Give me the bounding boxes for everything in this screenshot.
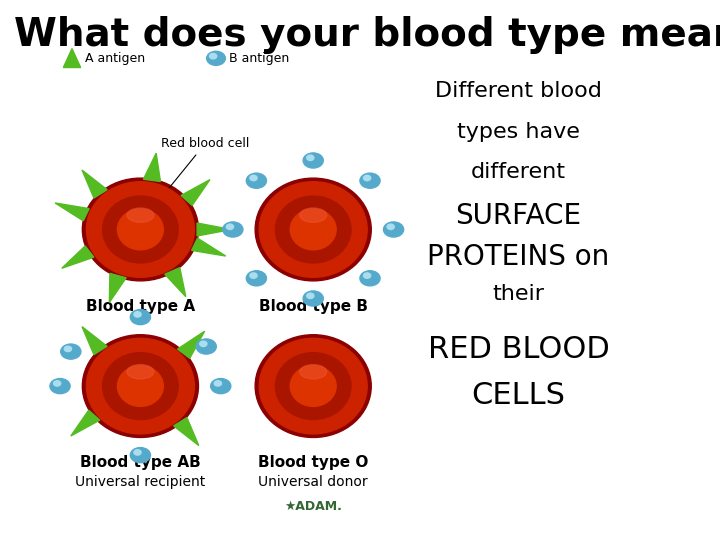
Polygon shape [174,417,199,446]
Polygon shape [82,170,107,198]
Polygon shape [178,331,204,358]
Text: their: their [492,284,544,303]
Ellipse shape [255,335,372,437]
Ellipse shape [255,178,372,281]
Circle shape [50,379,70,394]
Text: types have: types have [457,122,580,141]
Circle shape [207,51,225,65]
Ellipse shape [300,208,327,222]
Circle shape [210,53,217,59]
Polygon shape [55,203,89,221]
Polygon shape [62,246,94,268]
Circle shape [250,273,257,278]
Text: What does your blood type mean?: What does your blood type mean? [14,16,720,54]
Text: Different blood: Different blood [435,81,602,101]
Circle shape [130,309,150,325]
Text: RED BLOOD: RED BLOOD [428,335,609,364]
Polygon shape [165,268,186,296]
Circle shape [250,176,257,181]
Circle shape [134,312,141,317]
Polygon shape [143,153,161,181]
Circle shape [307,155,314,160]
Text: Universal donor: Universal donor [258,475,368,489]
Text: Universal recipient: Universal recipient [76,475,205,489]
Circle shape [387,224,395,230]
Polygon shape [181,180,210,205]
Circle shape [199,341,207,347]
Text: Blood type O: Blood type O [258,455,369,470]
Ellipse shape [127,364,154,379]
Circle shape [364,176,371,181]
Ellipse shape [82,178,199,281]
Text: SURFACE: SURFACE [455,202,582,231]
Circle shape [364,273,371,278]
Ellipse shape [259,181,367,278]
Polygon shape [71,410,100,436]
Circle shape [53,381,60,386]
Text: PROTEINS on: PROTEINS on [427,243,610,271]
Ellipse shape [275,353,351,420]
Ellipse shape [300,364,327,379]
Text: Blood type A: Blood type A [86,299,195,314]
Circle shape [64,346,71,352]
Circle shape [130,448,150,463]
Polygon shape [109,273,126,302]
Text: CELLS: CELLS [472,381,565,410]
Text: A antigen: A antigen [85,52,145,65]
Circle shape [134,450,141,455]
Circle shape [384,222,404,237]
Circle shape [307,293,314,299]
Circle shape [246,271,266,286]
Text: Blood type B: Blood type B [258,299,368,314]
Text: different: different [471,162,566,182]
Circle shape [303,291,323,306]
Circle shape [215,381,222,386]
Text: Blood type AB: Blood type AB [80,455,201,470]
Text: B antigen: B antigen [229,52,289,65]
Ellipse shape [86,338,194,434]
Polygon shape [197,223,231,236]
Ellipse shape [259,338,367,434]
Circle shape [360,271,380,286]
Polygon shape [192,238,225,256]
Text: Red blood cell: Red blood cell [156,137,249,204]
Circle shape [360,173,380,188]
Ellipse shape [103,196,179,263]
Ellipse shape [117,366,163,407]
Ellipse shape [290,209,336,250]
Ellipse shape [127,208,154,222]
Circle shape [60,344,81,359]
Ellipse shape [117,209,163,250]
Ellipse shape [86,181,194,278]
Ellipse shape [290,366,336,407]
Circle shape [303,153,323,168]
Text: ★ADAM.: ★ADAM. [284,500,342,513]
Ellipse shape [275,196,351,263]
Circle shape [222,222,243,237]
Circle shape [211,379,231,394]
Circle shape [226,224,233,230]
Circle shape [246,173,266,188]
Circle shape [196,339,216,354]
Polygon shape [82,327,107,355]
Ellipse shape [82,335,199,437]
Ellipse shape [103,353,179,420]
Polygon shape [63,49,81,68]
